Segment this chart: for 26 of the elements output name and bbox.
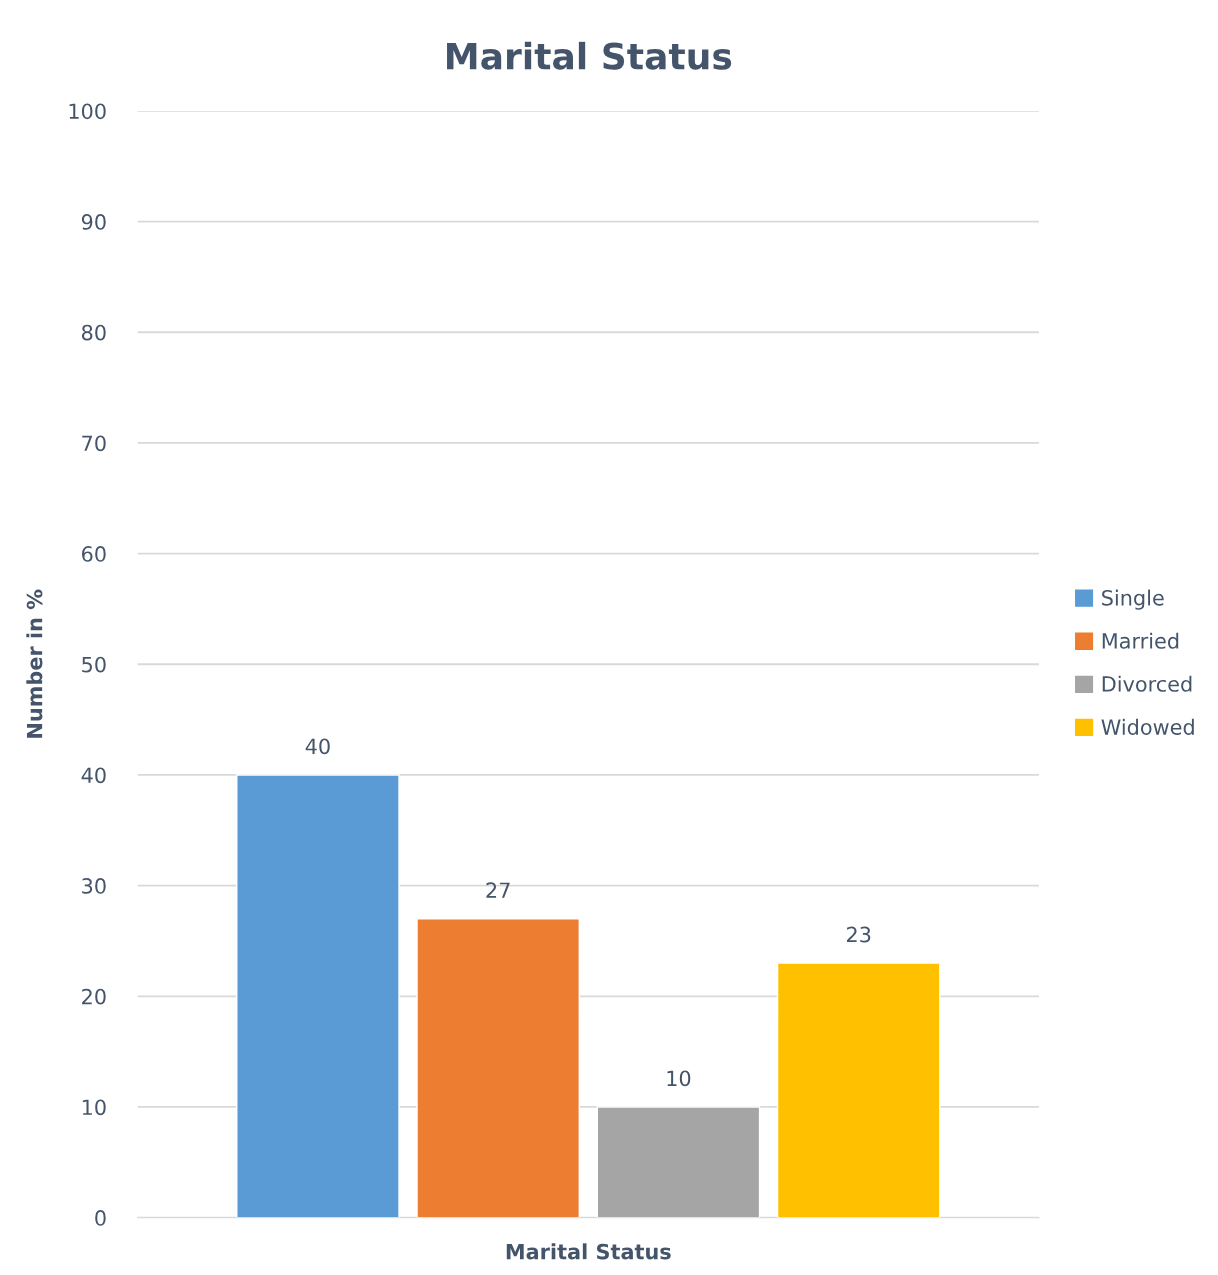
bar — [776, 962, 941, 1218]
bar — [236, 774, 400, 1218]
y-tick-label: 10 — [82, 1099, 106, 1116]
legend-label: Married — [1102, 632, 1179, 649]
y-axis-title: Number in % — [26, 589, 43, 738]
data-label: 23 — [846, 926, 871, 943]
y-tick-label: 30 — [82, 878, 106, 894]
legend-label: Single — [1102, 589, 1164, 610]
legend-label: Divorced — [1102, 675, 1192, 692]
legend-label: Widowed — [1101, 718, 1194, 735]
chart-title: Marital Status — [447, 41, 732, 70]
y-tick-label: 100 — [69, 103, 106, 120]
y-tick-label: 0 — [95, 1210, 106, 1226]
y-tick-label: 70 — [82, 435, 106, 452]
x-axis-title: Marital Status — [506, 1243, 671, 1260]
y-tick-label: 60 — [82, 546, 106, 562]
y-tick-label: 90 — [81, 214, 106, 230]
bar — [596, 1106, 761, 1218]
data-label: 40 — [305, 738, 330, 755]
y-tick-label: 80 — [81, 324, 106, 341]
y-tick-label: 40 — [81, 767, 106, 784]
y-tick-label: 50 — [82, 656, 106, 673]
y-tick-label: 20 — [82, 988, 106, 1005]
data-label: 10 — [667, 1070, 691, 1087]
data-label: 27 — [486, 882, 510, 898]
bar — [416, 918, 580, 1218]
